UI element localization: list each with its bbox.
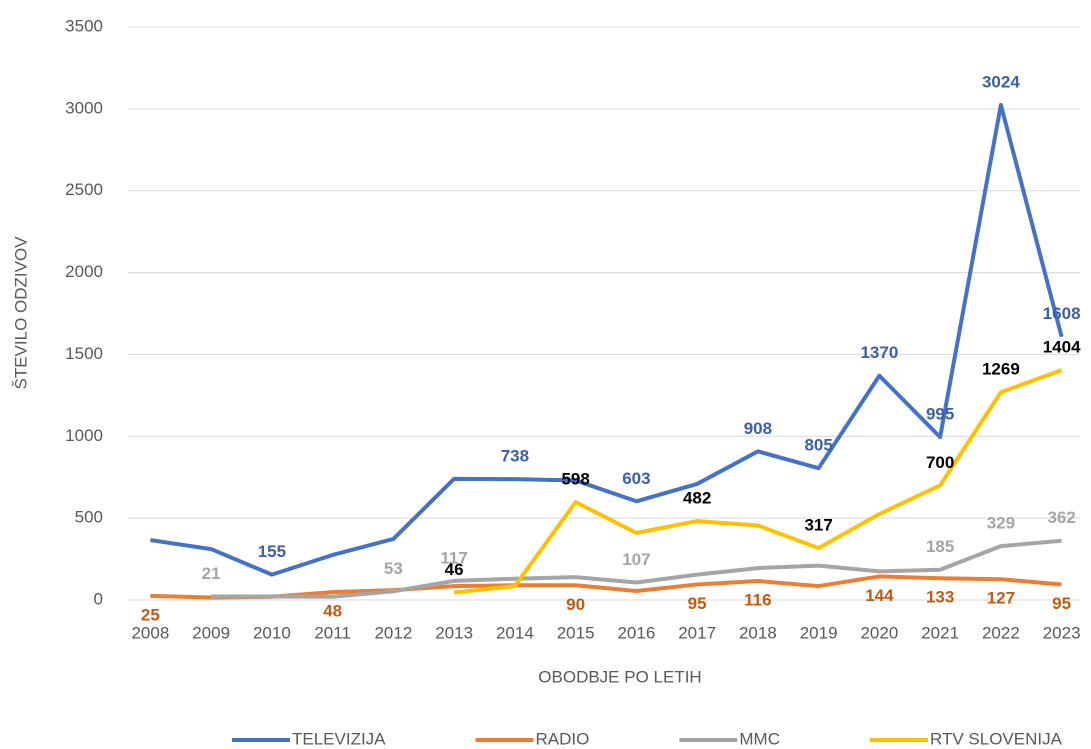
x-tick-label: 2022 xyxy=(982,623,1020,642)
data-label: 127 xyxy=(987,589,1015,608)
x-tick-label: 2008 xyxy=(131,623,169,642)
x-tick-label: 2009 xyxy=(192,623,230,642)
data-label: 362 xyxy=(1047,508,1075,527)
data-label: 185 xyxy=(926,537,954,556)
data-label: 95 xyxy=(1052,594,1071,613)
data-label: 116 xyxy=(744,590,771,609)
x-tick-label: 2012 xyxy=(374,623,412,642)
x-tick-label: 2020 xyxy=(860,623,898,642)
x-tick-label: 2019 xyxy=(800,623,838,642)
line-series xyxy=(211,538,1062,599)
data-label: 133 xyxy=(926,588,954,607)
legend-label: RTV SLOVENIJA xyxy=(930,729,1063,748)
data-label: 1370 xyxy=(860,343,898,362)
data-label: 25 xyxy=(141,605,160,624)
data-label: 329 xyxy=(987,514,1015,533)
x-tick-label: 2017 xyxy=(678,623,716,642)
x-tick-label: 2013 xyxy=(435,623,473,642)
data-label: 700 xyxy=(926,453,954,472)
x-tick-label: 2015 xyxy=(557,623,595,642)
legend-label: TELEVIZIJA xyxy=(292,729,386,748)
line-series xyxy=(150,574,1062,600)
data-label: 48 xyxy=(323,602,342,621)
y-tick-label: 1500 xyxy=(65,344,103,363)
data-label: 46 xyxy=(445,560,464,579)
y-tick-label: 500 xyxy=(75,508,103,527)
data-label: 598 xyxy=(561,470,589,489)
y-tick-label: 1000 xyxy=(65,426,103,445)
line-series xyxy=(150,102,1064,577)
x-tick-label: 2016 xyxy=(617,623,655,642)
data-label: 317 xyxy=(804,516,832,535)
data-label: 95 xyxy=(688,594,707,613)
y-tick-label: 3000 xyxy=(65,98,103,117)
legend-label: RADIO xyxy=(536,729,590,748)
data-label: 1608 xyxy=(1043,304,1081,323)
data-label: 1404 xyxy=(1043,338,1081,357)
data-label: 482 xyxy=(683,489,711,508)
data-label: 603 xyxy=(622,469,650,488)
data-label: 53 xyxy=(384,559,403,578)
x-tick-label: 2010 xyxy=(253,623,291,642)
x-axis-title: OBODBJE PO LETIH xyxy=(538,667,701,686)
data-label: 144 xyxy=(865,586,894,605)
y-tick-label: 2500 xyxy=(65,180,103,199)
x-tick-label: 2021 xyxy=(921,623,959,642)
legend-label: MMC xyxy=(739,729,780,748)
data-label: 107 xyxy=(622,550,650,569)
x-tick-label: 2011 xyxy=(314,623,351,642)
data-label: 21 xyxy=(202,564,221,583)
x-tick-label: 2018 xyxy=(739,623,777,642)
y-tick-label: 2000 xyxy=(65,262,103,281)
data-label: 1269 xyxy=(982,360,1020,379)
data-label: 3024 xyxy=(982,72,1020,91)
x-tick-label: 2023 xyxy=(1043,623,1081,642)
data-label: 995 xyxy=(926,405,954,424)
y-axis-title: ŠTEVILO ODZIVOV xyxy=(11,236,30,390)
line-series xyxy=(453,368,1063,595)
data-label: 805 xyxy=(804,436,832,455)
data-label: 90 xyxy=(566,595,585,614)
x-tick-label: 2014 xyxy=(496,623,534,642)
data-label: 738 xyxy=(501,447,529,466)
data-label: 908 xyxy=(744,419,772,438)
y-tick-label: 3500 xyxy=(65,16,103,35)
data-label: 155 xyxy=(258,542,286,561)
y-tick-label: 0 xyxy=(94,589,103,608)
data-label: 117 xyxy=(440,548,467,567)
